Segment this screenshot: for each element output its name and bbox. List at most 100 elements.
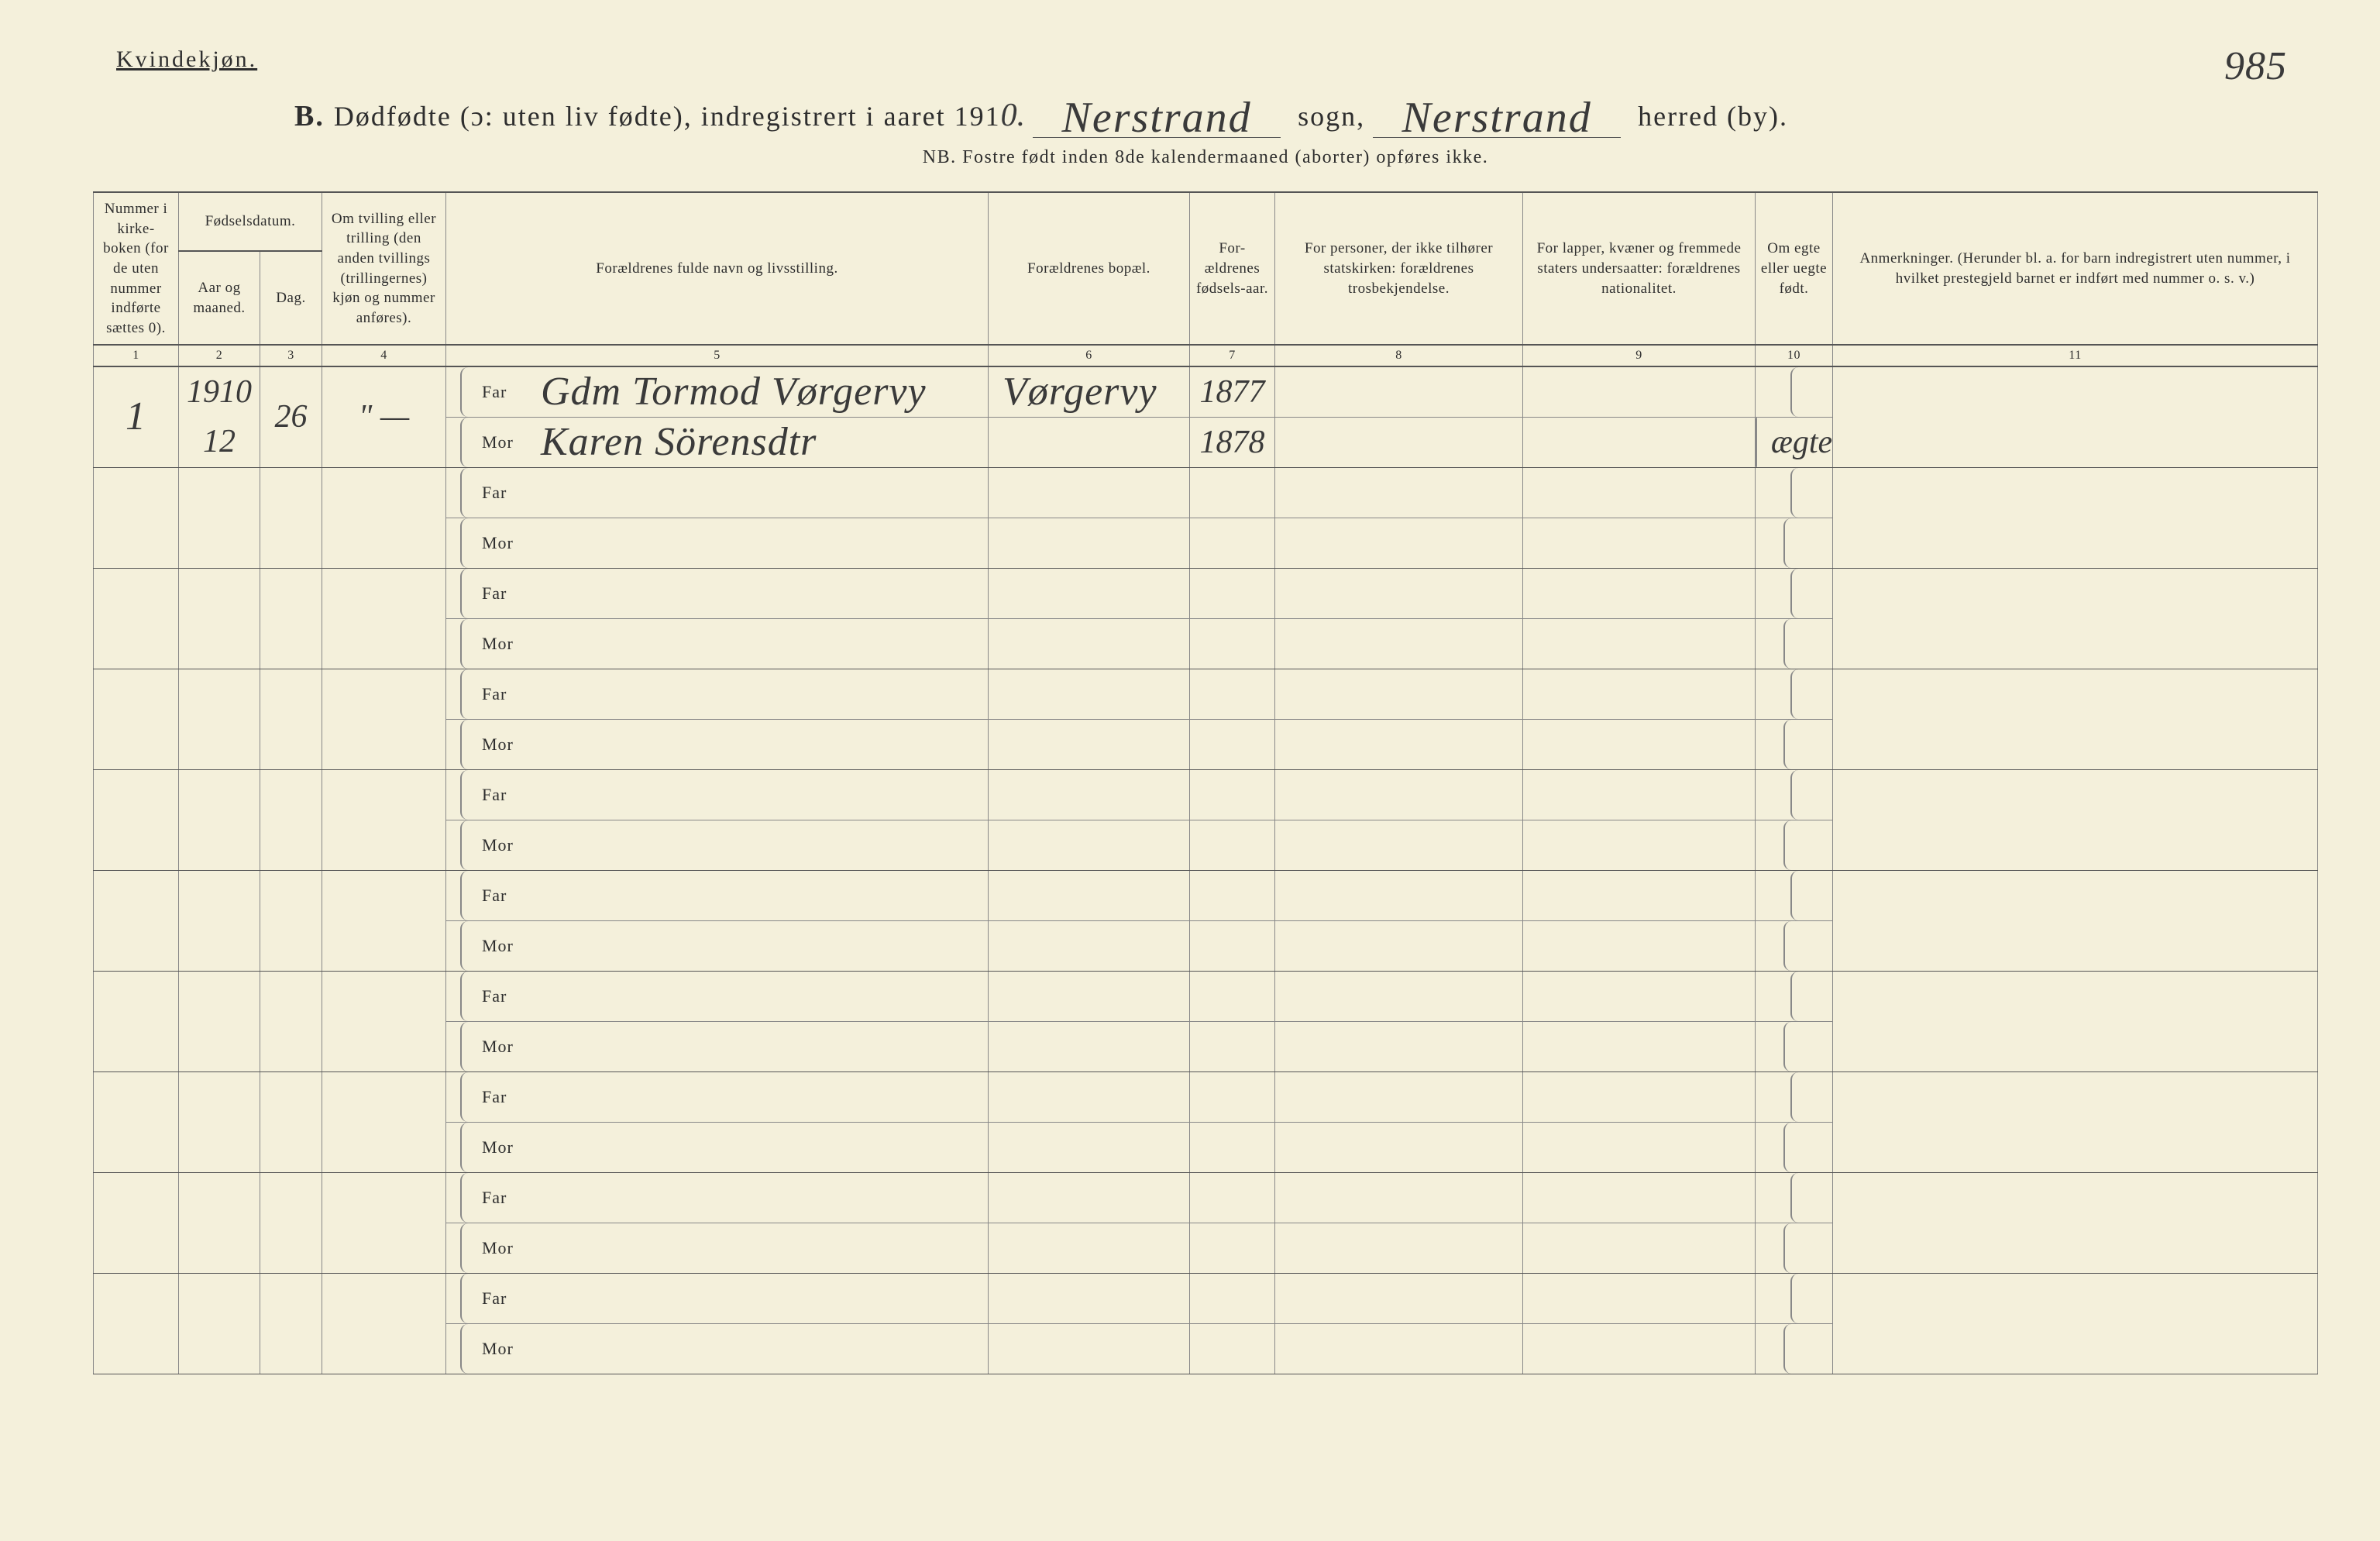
table-header: Nummer i kirke-boken (for de uten nummer… [94, 192, 2318, 366]
bracket-icon [460, 1223, 468, 1273]
mother-label: Mor [482, 634, 527, 654]
bracket-icon [1790, 569, 1798, 618]
bracket-icon [1783, 720, 1791, 769]
father-label: Far [482, 483, 527, 503]
cell-legitimacy [1756, 1273, 1833, 1374]
father-label: Far [482, 1288, 527, 1309]
cell-number [94, 1172, 179, 1273]
cell-religion [1275, 669, 1523, 769]
cell-twin [322, 1071, 446, 1172]
cell-nationality [1523, 366, 1756, 467]
bracket-icon [460, 921, 468, 971]
cell-number: 1 [94, 366, 179, 467]
ledger-page: Kvindekjøn. 985 B. Dødfødte (ɔ: uten liv… [0, 0, 2380, 1541]
father-label: Far [482, 382, 527, 402]
bracket-icon [460, 871, 468, 920]
cell-day [260, 769, 322, 870]
father-name: Gdm Tormod Vørgervy [541, 372, 927, 412]
cell-residence [989, 669, 1190, 769]
bracket-icon [1783, 1324, 1791, 1374]
mother-label: Mor [482, 734, 527, 755]
bracket-icon [460, 820, 468, 870]
cell-parents: Far Mor [446, 769, 989, 870]
mother-label: Mor [482, 1137, 527, 1157]
cell-twin [322, 1172, 446, 1273]
bracket-icon [1783, 820, 1791, 870]
cell-residence [989, 568, 1190, 669]
cell-number [94, 1071, 179, 1172]
title-year-suffix: 0. [1001, 99, 1026, 132]
mother-label: Mor [482, 533, 527, 553]
cell-twin [322, 769, 446, 870]
table-row: Far Mor [94, 669, 2318, 769]
mother-label: Mor [482, 1339, 527, 1359]
colnum-8: 8 [1275, 345, 1523, 366]
cell-remarks [1833, 1071, 2318, 1172]
bracket-icon [460, 770, 468, 820]
legitimacy: ægte [1771, 426, 1832, 459]
cell-year-month [179, 1273, 260, 1374]
cell-nationality [1523, 1172, 1756, 1273]
cell-residence [989, 467, 1190, 568]
cell-day [260, 467, 322, 568]
cell-parents: Far Mor [446, 1172, 989, 1273]
cell-birthyears [1190, 769, 1275, 870]
cell-legitimacy [1756, 769, 1833, 870]
cell-number [94, 568, 179, 669]
bracket-icon [460, 720, 468, 769]
cell-residence [989, 971, 1190, 1071]
col-header-4: Om tvilling eller trilling (den anden tv… [322, 192, 446, 345]
bracket-icon [460, 619, 468, 669]
cell-nationality [1523, 870, 1756, 971]
bracket-icon [1790, 871, 1798, 920]
cell-year-month [179, 769, 260, 870]
cell-number [94, 467, 179, 568]
cell-legitimacy [1756, 568, 1833, 669]
bracket-icon [1790, 1173, 1798, 1223]
bracket-icon [1783, 518, 1791, 568]
table-row: Far Mor [94, 467, 2318, 568]
mother-label: Mor [482, 936, 527, 956]
cell-birthyears [1190, 669, 1275, 769]
bracket-icon [460, 1324, 468, 1374]
bracket-icon [460, 367, 468, 417]
cell-religion [1275, 467, 1523, 568]
colnum-5: 5 [446, 345, 989, 366]
ledger-table: Nummer i kirke-boken (for de uten nummer… [93, 191, 2318, 1374]
cell-legitimacy [1756, 1172, 1833, 1273]
bracket-icon [1790, 972, 1798, 1021]
cell-remarks [1833, 1273, 2318, 1374]
cell-remarks [1833, 870, 2318, 971]
colnum-4: 4 [322, 345, 446, 366]
bracket-icon [1790, 770, 1798, 820]
cell-twin [322, 870, 446, 971]
colnum-1: 1 [94, 345, 179, 366]
cell-birthyears [1190, 870, 1275, 971]
colnum-11: 11 [1833, 345, 2318, 366]
bracket-icon [460, 1022, 468, 1071]
cell-birthyears [1190, 1273, 1275, 1374]
bracket-icon [1783, 921, 1791, 971]
mother-birth: 1878 [1200, 426, 1265, 459]
cell-religion [1275, 769, 1523, 870]
herred-field: Nerstrand [1373, 98, 1621, 138]
cell-parents: Far Mor [446, 1273, 989, 1374]
cell-twin: " — [322, 366, 446, 467]
cell-birthyears [1190, 467, 1275, 568]
cell-day [260, 870, 322, 971]
table-body: 119101226" — FarGdm Tormod Vørgervy MorK… [94, 366, 2318, 1374]
col-header-6: Forældrenes bopæl. [989, 192, 1190, 345]
cell-twin [322, 971, 446, 1071]
table-row: Far Mor [94, 870, 2318, 971]
cell-legitimacy [1756, 467, 1833, 568]
col-header-1: Nummer i kirke-boken (for de uten nummer… [94, 192, 179, 345]
bracket-icon [1756, 418, 1757, 467]
cell-religion [1275, 568, 1523, 669]
cell-day [260, 669, 322, 769]
cell-religion [1275, 870, 1523, 971]
cell-remarks [1833, 467, 2318, 568]
table-row: Far Mor [94, 1172, 2318, 1273]
bracket-icon [460, 418, 468, 467]
cell-nationality [1523, 467, 1756, 568]
cell-legitimacy [1756, 1071, 1833, 1172]
